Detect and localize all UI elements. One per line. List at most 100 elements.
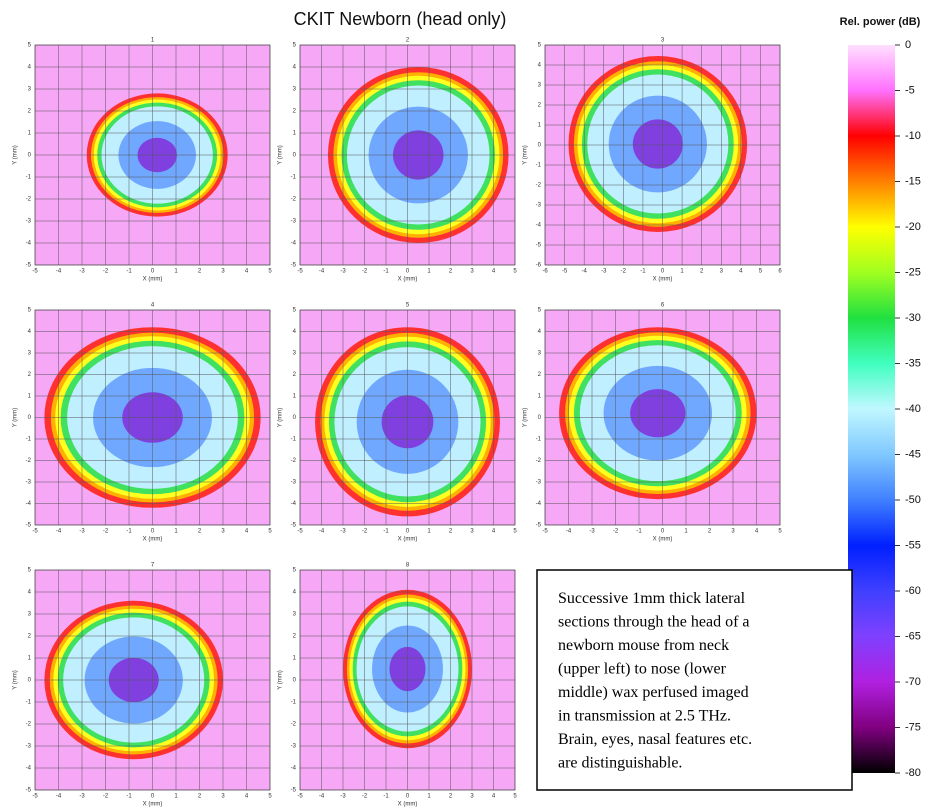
x-tick-label: -1 bbox=[383, 269, 389, 275]
y-tick-label: 3 bbox=[293, 87, 297, 93]
y-tick-label: -1 bbox=[536, 437, 542, 443]
y-tick-label: -3 bbox=[291, 744, 297, 750]
y-tick-label: 5 bbox=[28, 308, 32, 314]
x-tick-label: 1 bbox=[174, 529, 178, 535]
y-tick-label: -4 bbox=[291, 241, 297, 247]
y-tick-label: 1 bbox=[538, 123, 542, 129]
x-tick-label: -4 bbox=[56, 529, 62, 535]
x-tick-label: -2 bbox=[362, 269, 368, 275]
y-tick-label: -2 bbox=[536, 458, 542, 464]
x-tick-label: 2 bbox=[198, 269, 202, 275]
y-tick-label: 5 bbox=[28, 568, 32, 574]
x-tick-label: 4 bbox=[245, 269, 249, 275]
x-tick-label: 3 bbox=[470, 269, 474, 275]
y-tick-label: -5 bbox=[26, 788, 32, 794]
colorbar-tick-label: 0 bbox=[905, 39, 911, 51]
x-tick-label: 3 bbox=[470, 794, 474, 800]
x-tick-label: -4 bbox=[319, 269, 325, 275]
x-tick-label: -5 bbox=[32, 794, 38, 800]
x-tick-label: 3 bbox=[221, 529, 225, 535]
y-tick-label: 2 bbox=[28, 372, 32, 378]
y-tick-label: -3 bbox=[536, 480, 542, 486]
panel: -5-4-3-2-1012345-5-4-3-2-10123451X (mm)Y… bbox=[13, 38, 273, 283]
y-tick-label: 1 bbox=[28, 394, 32, 400]
colorbar-tick-label: -70 bbox=[905, 676, 921, 688]
y-tick-label: 0 bbox=[28, 415, 32, 421]
x-tick-label: 4 bbox=[739, 269, 743, 275]
y-axis-label: Y (mm) bbox=[278, 145, 284, 165]
y-tick-label: -6 bbox=[536, 263, 542, 269]
y-tick-label: 2 bbox=[293, 634, 297, 640]
x-tick-label: -5 bbox=[542, 529, 548, 535]
x-tick-label: -5 bbox=[32, 529, 38, 535]
y-tick-label: -1 bbox=[26, 437, 32, 443]
panel: -5-4-3-2-1012345-5-4-3-2-10123452X (mm)Y… bbox=[278, 38, 518, 283]
colorbar-tick-label: -35 bbox=[905, 357, 921, 369]
y-tick-label: 1 bbox=[293, 394, 297, 400]
y-tick-label: -4 bbox=[26, 241, 32, 247]
x-tick-label: 0 bbox=[406, 529, 410, 535]
panel-number: 5 bbox=[406, 303, 410, 309]
y-tick-label: 5 bbox=[538, 308, 542, 314]
colorbar-tick-label: -75 bbox=[905, 721, 921, 733]
x-tick-label: -2 bbox=[103, 529, 109, 535]
y-tick-label: 0 bbox=[293, 415, 297, 421]
x-tick-label: -3 bbox=[601, 269, 607, 275]
x-tick-label: 0 bbox=[406, 269, 410, 275]
caption-line: newborn mouse from neck bbox=[558, 637, 729, 654]
x-tick-label: 6 bbox=[778, 269, 782, 275]
x-tick-label: 5 bbox=[268, 529, 272, 535]
panel-number: 3 bbox=[661, 38, 665, 44]
x-tick-label: 2 bbox=[198, 794, 202, 800]
y-tick-label: 2 bbox=[538, 103, 542, 109]
x-tick-label: -1 bbox=[383, 529, 389, 535]
x-tick-label: 5 bbox=[268, 794, 272, 800]
y-axis-label: Y (mm) bbox=[13, 408, 19, 428]
x-tick-label: 1 bbox=[427, 794, 431, 800]
x-tick-label: -3 bbox=[340, 529, 346, 535]
y-tick-label: 1 bbox=[293, 656, 297, 662]
x-tick-label: 2 bbox=[449, 529, 453, 535]
y-tick-label: 3 bbox=[538, 351, 542, 357]
y-tick-label: -5 bbox=[291, 523, 297, 529]
x-tick-label: 4 bbox=[245, 529, 249, 535]
y-tick-label: 0 bbox=[538, 415, 542, 421]
y-tick-label: -5 bbox=[536, 243, 542, 249]
image-region bbox=[630, 389, 685, 437]
colorbar-tick-label: -5 bbox=[905, 84, 915, 96]
colorbar-tick-label: -55 bbox=[905, 539, 921, 551]
x-tick-label: 1 bbox=[427, 529, 431, 535]
x-tick-label: -2 bbox=[621, 269, 627, 275]
y-tick-label: 3 bbox=[28, 351, 32, 357]
y-tick-label: 5 bbox=[28, 43, 32, 49]
y-tick-label: -1 bbox=[26, 700, 32, 706]
x-tick-label: 5 bbox=[513, 794, 517, 800]
x-tick-label: 5 bbox=[513, 529, 517, 535]
x-tick-label: -3 bbox=[79, 794, 85, 800]
x-tick-label: -5 bbox=[562, 269, 568, 275]
x-tick-label: 4 bbox=[492, 269, 496, 275]
x-tick-label: 1 bbox=[684, 529, 688, 535]
x-axis-label: X (mm) bbox=[398, 802, 418, 808]
caption-line: in transmission at 2.5 THz. bbox=[558, 708, 731, 725]
x-tick-label: -6 bbox=[542, 269, 548, 275]
y-tick-label: 4 bbox=[293, 329, 297, 335]
y-tick-label: 3 bbox=[293, 351, 297, 357]
y-tick-label: -4 bbox=[291, 501, 297, 507]
y-tick-label: -1 bbox=[26, 175, 32, 181]
y-tick-label: -3 bbox=[26, 744, 32, 750]
x-tick-label: -1 bbox=[126, 794, 132, 800]
x-axis-label: X (mm) bbox=[398, 537, 418, 543]
y-tick-label: 4 bbox=[28, 590, 32, 596]
colorbar-tick-label: -45 bbox=[905, 448, 921, 460]
y-tick-label: 5 bbox=[293, 43, 297, 49]
panel-number: 7 bbox=[151, 563, 155, 569]
colorbar-label: Rel. power (dB) bbox=[840, 16, 921, 28]
y-tick-label: -3 bbox=[536, 203, 542, 209]
x-tick-label: -5 bbox=[297, 794, 303, 800]
caption-line: (upper left) to nose (lower bbox=[558, 661, 727, 678]
y-tick-label: 3 bbox=[293, 612, 297, 618]
x-tick-label: 5 bbox=[759, 269, 763, 275]
y-tick-label: -5 bbox=[26, 523, 32, 529]
panel-number: 1 bbox=[151, 38, 155, 44]
